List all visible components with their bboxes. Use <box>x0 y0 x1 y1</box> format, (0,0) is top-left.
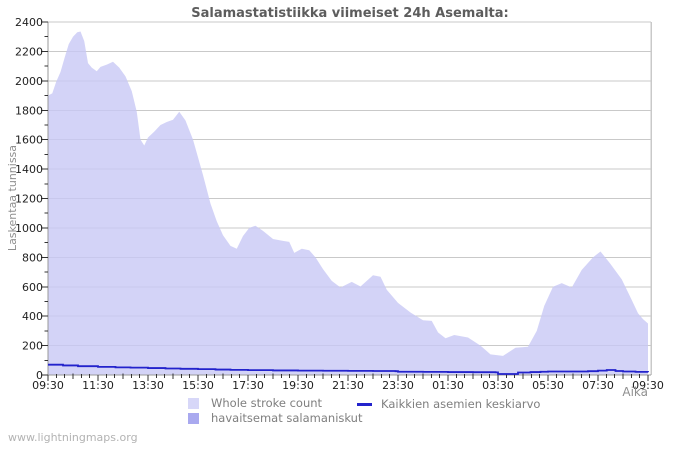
y-tick-label: 2200 <box>15 45 43 58</box>
y-axis-label: Laskentaa tunnissa <box>6 144 19 252</box>
legend-label: Kaikkien asemien keskiarvo <box>381 397 541 411</box>
y-tick-label: 200 <box>22 340 43 353</box>
x-tick-label: 03:30 <box>482 379 514 392</box>
x-tick-label: 09:30 <box>32 379 64 392</box>
y-tick-label: 2000 <box>15 75 43 88</box>
y-tick-label: 1000 <box>15 222 43 235</box>
x-tick-label: 21:30 <box>332 379 364 392</box>
legend-item-whole-stroke-count: Whole stroke count <box>188 396 322 410</box>
legend-label: Whole stroke count <box>211 396 323 410</box>
x-axis-label: Aika <box>622 385 648 399</box>
legend-swatch-dark-area <box>188 412 199 424</box>
x-tick-label: 23:30 <box>382 379 414 392</box>
legend-label: havaitsemat salamaniskut <box>211 411 363 425</box>
y-tick-label: 1800 <box>15 104 43 117</box>
y-tick-label: 0 <box>36 369 43 382</box>
x-tick-label: 17:30 <box>232 379 264 392</box>
y-tick-label: 400 <box>22 310 43 323</box>
y-tick-label: 1600 <box>15 134 43 147</box>
y-tick-label: 2400 <box>15 16 43 29</box>
watermark-text: www.lightningmaps.org <box>8 431 138 444</box>
x-tick-label: 11:30 <box>82 379 114 392</box>
legend-swatch-light-area <box>188 397 199 409</box>
x-tick-label: 15:30 <box>182 379 214 392</box>
y-tick-label: 800 <box>22 251 43 264</box>
x-tick-label: 09:30 <box>632 379 664 392</box>
legend-item-detected-strikes: havaitsemat salamaniskut <box>188 411 362 425</box>
area-series <box>48 31 648 375</box>
chart-title: Salamastatistiikka viimeiset 24h Asemalt… <box>191 6 509 21</box>
average-line <box>48 363 649 375</box>
x-tick-label: 13:30 <box>132 379 164 392</box>
x-tick-label: 07:30 <box>582 379 614 392</box>
y-tick-label: 1200 <box>15 193 43 206</box>
legend-item-stations-average: Kaikkien asemien keskiarvo <box>357 397 540 411</box>
y-tick-label: 1400 <box>15 163 43 176</box>
x-tick-label: 01:30 <box>432 379 464 392</box>
legend-swatch-line <box>357 402 372 406</box>
y-tick-label: 600 <box>22 281 43 294</box>
x-tick-label: 19:30 <box>282 379 314 392</box>
x-tick-label: 05:30 <box>532 379 564 392</box>
